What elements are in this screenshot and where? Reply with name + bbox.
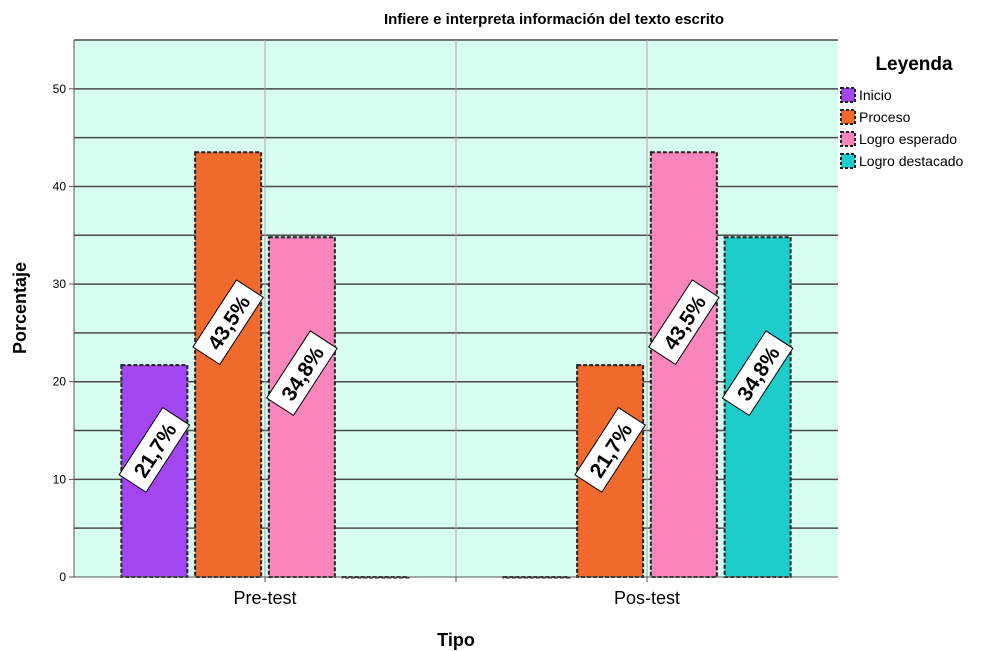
bar [723, 236, 792, 578]
data-label-box [574, 406, 647, 493]
legend: Inicio Proceso Logro esperado Logro destaca… [840, 87, 964, 169]
legend-label: Proceso [859, 109, 911, 125]
legend-label: Logro esperado [859, 131, 957, 147]
data-label-box [192, 279, 265, 366]
bar [649, 151, 718, 578]
bar [194, 151, 263, 578]
chart-title: Infiere e interpreta información del tex… [384, 11, 724, 28]
y-tick-label: 50 [53, 82, 67, 96]
y-tick-label: 30 [53, 277, 67, 291]
y-tick-label: 40 [53, 179, 67, 193]
x-tick-label: Pre-test [233, 588, 296, 608]
legend-swatch [840, 87, 856, 103]
data-label-box [118, 406, 191, 493]
y-tick-label: 10 [53, 472, 67, 486]
data-label-box [265, 330, 338, 417]
axes-group: 0 10 20 30 40 50 Pre-test Pos-test [53, 40, 838, 608]
bar [267, 236, 336, 578]
legend-swatch [840, 153, 856, 169]
legend-swatch [840, 131, 856, 147]
data-labels-group: 21,7%43,5%34,8%21,7%43,5%34,8% [118, 279, 794, 493]
legend-label: Logro destacado [859, 153, 964, 169]
y-axis-title: Porcentaje [10, 262, 30, 354]
data-label-box [721, 330, 794, 417]
x-tick-label: Pos-test [614, 588, 680, 608]
y-tick-label: 0 [59, 570, 66, 584]
legend-swatch [840, 109, 856, 125]
legend-label: Inicio [859, 87, 892, 103]
data-label-box [647, 279, 720, 366]
y-tick-label: 20 [53, 375, 67, 389]
legend-title: Leyenda [875, 54, 953, 75]
x-axis-title: Tipo [437, 630, 475, 650]
